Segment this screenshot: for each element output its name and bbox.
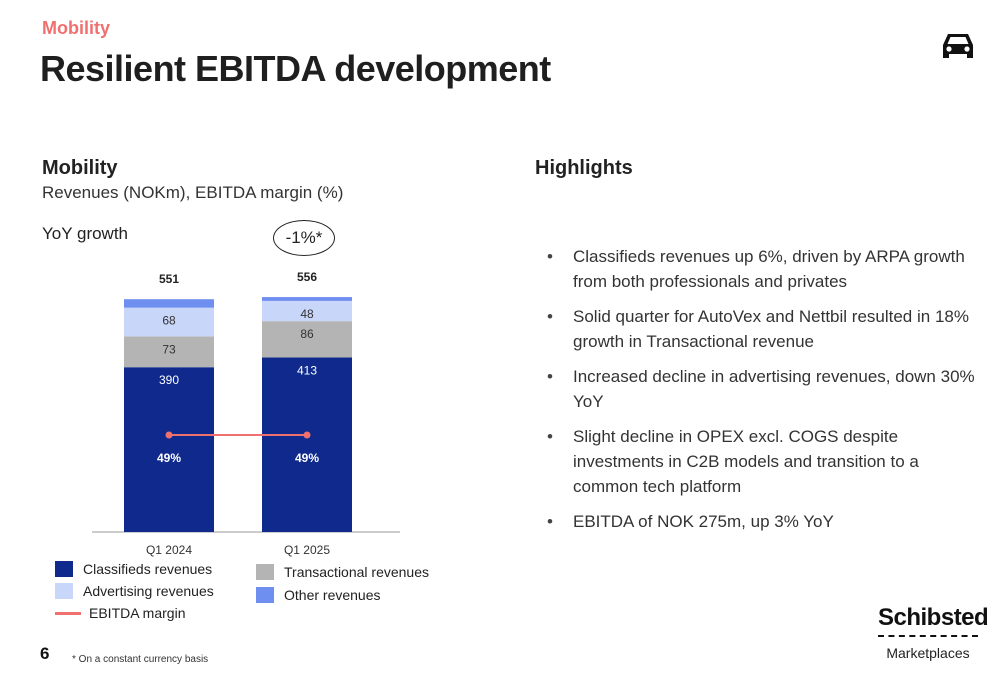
bar-label: 48	[300, 307, 314, 321]
legend-swatch	[55, 561, 73, 577]
yoy-growth-label: YoY growth	[42, 224, 129, 243]
legend-swatch	[55, 611, 81, 615]
legend-label: Classifieds revenues	[83, 561, 213, 577]
category-label: Q1 2024	[146, 543, 192, 557]
page-title: Resilient EBITDA development	[40, 48, 551, 89]
chart-title: Mobility	[42, 157, 118, 179]
legend-label: EBITDA margin	[89, 605, 186, 621]
ebitda-point	[165, 431, 173, 439]
legend-right: Transactional revenues Other revenues	[256, 560, 429, 606]
highlights-list: Classifieds revenues up 6%, driven by AR…	[545, 244, 975, 544]
highlight-item: Solid quarter for AutoVex and Nettbil re…	[545, 304, 975, 354]
bar-segment	[124, 299, 214, 308]
car-icon	[943, 34, 973, 58]
bar-label: 86	[300, 327, 314, 341]
legend-item-transactional: Transactional revenues	[256, 560, 429, 583]
bar-segment	[124, 367, 214, 532]
legend-label: Advertising revenues	[83, 583, 214, 599]
bar-label: 68	[162, 314, 176, 328]
chart-subtitle: Revenues (NOKm), EBITDA margin (%)	[42, 183, 344, 202]
section-label: Mobility	[42, 18, 110, 38]
bar-segment	[124, 336, 214, 368]
logo-name: Schibsted	[878, 604, 989, 631]
bar-label: 413	[297, 364, 317, 378]
page-number: 6	[40, 644, 50, 663]
bar-label: 390	[159, 373, 179, 387]
yoy-growth-bubble: -1%*	[273, 220, 335, 256]
highlight-item: Classifieds revenues up 6%, driven by AR…	[545, 244, 975, 294]
highlight-item: EBITDA of NOK 275m, up 3% YoY	[545, 509, 975, 534]
total-label: 551	[159, 272, 179, 286]
footnote: * On a constant currency basis	[72, 654, 209, 665]
ebitda-point	[303, 431, 311, 439]
legend-swatch	[55, 583, 73, 599]
ebitda-label: 49%	[295, 451, 319, 465]
legend-swatch	[256, 586, 274, 603]
ebitda-label: 49%	[157, 451, 181, 465]
legend-left: Classifieds revenues Advertising revenue…	[55, 558, 214, 624]
legend-item-other: Other revenues	[256, 583, 429, 606]
bar-segment	[262, 357, 352, 532]
bar-segment	[262, 321, 352, 358]
highlight-item: Increased decline in advertising revenue…	[545, 364, 975, 414]
revenue-chart: 390 73 68 551 Q1 2024 413 86 48 556 Q1 2025 49% 49%	[92, 270, 400, 557]
highlight-item: Slight decline in OPEX excl. COGS despit…	[545, 424, 975, 499]
logo-rule	[878, 635, 978, 637]
company-logo: Schibsted Marketplaces	[878, 604, 989, 661]
bar-segment	[262, 297, 352, 301]
bar-segment	[124, 307, 214, 337]
bar-label: 73	[162, 342, 176, 356]
legend-item-advertising: Advertising revenues	[55, 580, 214, 602]
legend-item-ebitda: EBITDA margin	[55, 602, 214, 624]
logo-subtitle: Marketplaces	[886, 645, 970, 661]
bar-segment	[262, 300, 352, 322]
category-label: Q1 2025	[284, 543, 330, 557]
total-label: 556	[297, 270, 317, 284]
highlights-title: Highlights	[535, 157, 633, 179]
legend-swatch	[256, 563, 274, 580]
legend-item-classifieds: Classifieds revenues	[55, 558, 214, 580]
legend-label: Other revenues	[284, 586, 381, 603]
legend-label: Transactional revenues	[284, 563, 430, 580]
